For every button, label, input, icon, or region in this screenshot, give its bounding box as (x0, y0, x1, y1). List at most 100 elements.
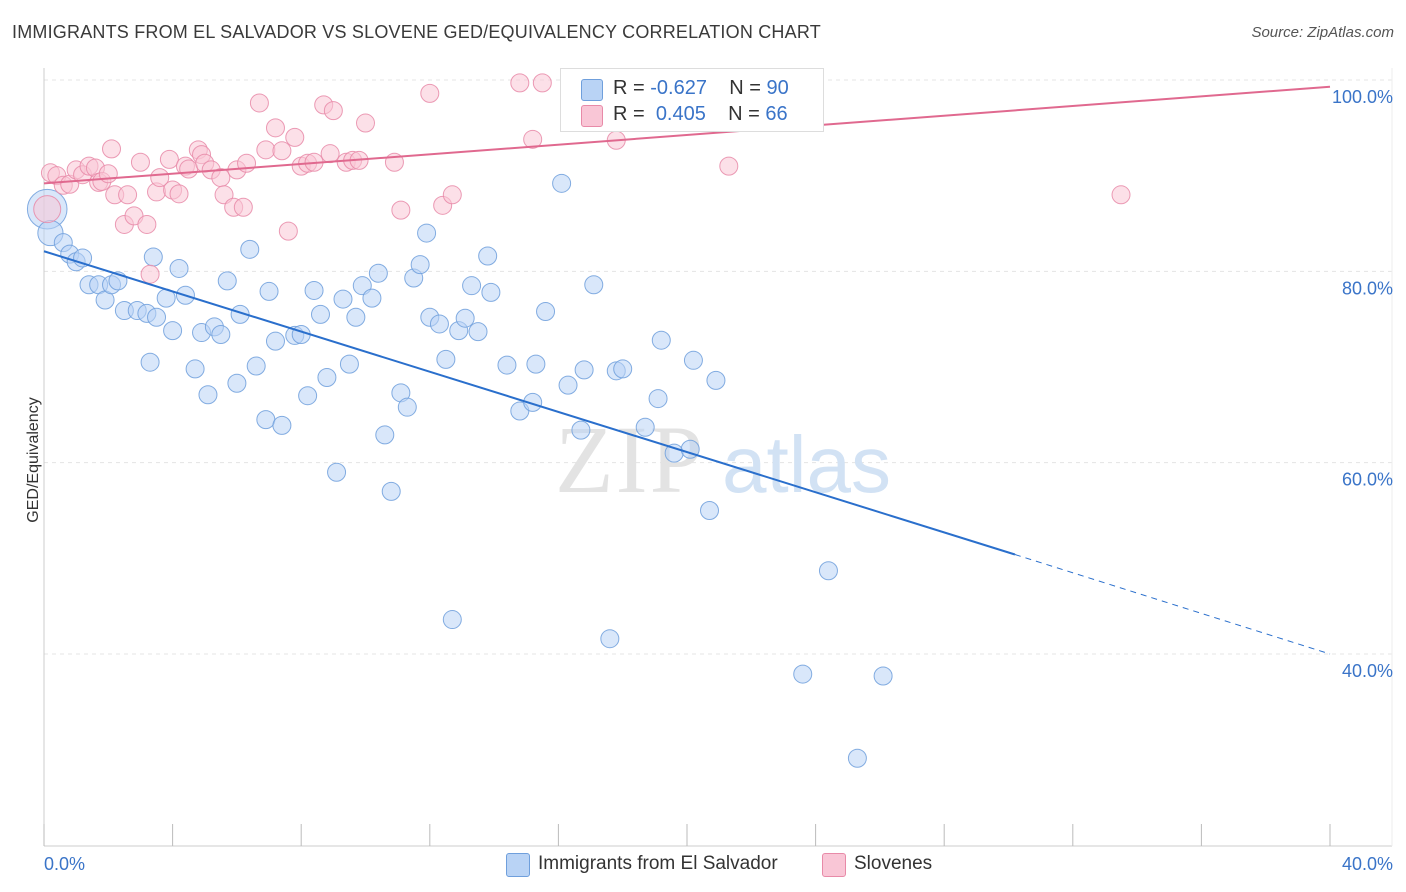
trend-line-blue (43, 250, 1016, 556)
data-point-blue-53 (410, 255, 430, 275)
data-point-pink-35 (233, 197, 253, 217)
data-point-blue-37 (298, 386, 318, 406)
data-point-blue-41 (327, 462, 347, 482)
data-point-pink-41 (278, 221, 298, 241)
trend-line-blue-extension (1014, 554, 1331, 655)
chart-title: IMMIGRANTS FROM EL SALVADOR VS SLOVENE G… (12, 22, 821, 42)
data-point-pink-37 (249, 93, 269, 113)
data-point-blue-64 (481, 282, 501, 302)
data-point-blue-71 (558, 375, 578, 395)
data-point-pink-48 (323, 101, 343, 121)
data-point-pink-60 (532, 73, 552, 93)
data-point-blue-83 (683, 350, 703, 370)
tick-labels: 40.0% 60.0% 80.0% 100.0% 0.0% 40.0% (44, 87, 1393, 874)
data-point-pink-42 (285, 127, 305, 147)
data-point-blue-23 (198, 385, 218, 405)
data-point-blue-47 (368, 263, 388, 283)
data-point-pink-58 (510, 73, 530, 93)
data-point-pink-0 (33, 195, 62, 224)
data-point-blue-49 (381, 481, 401, 501)
data-point-blue-21 (185, 359, 205, 379)
data-point-blue-54 (417, 223, 437, 243)
legend-swatch-pink (581, 105, 603, 127)
data-point-blue-26 (217, 271, 237, 291)
data-point-pink-11 (98, 164, 118, 184)
data-point-blue-75 (600, 629, 620, 649)
source-label: Source: ZipAtlas.com (1251, 24, 1394, 41)
data-point-blue-42 (333, 289, 353, 309)
data-point-blue-31 (256, 410, 276, 430)
legend-label-blue: Immigrants from El Salvador (538, 853, 778, 874)
data-point-blue-87 (818, 561, 838, 581)
data-point-blue-70 (552, 173, 572, 193)
data-point-blue-27 (227, 373, 247, 393)
data-point-pink-26 (179, 159, 199, 179)
data-point-pink-15 (118, 185, 138, 205)
data-point-blue-84 (700, 501, 720, 520)
data-point-blue-33 (272, 415, 292, 435)
data-point-blue-18 (163, 321, 183, 341)
data-point-blue-77 (613, 359, 633, 379)
data-point-blue-34 (265, 331, 285, 351)
data-point-blue-85 (706, 370, 726, 390)
legend-n-label: N = (728, 103, 760, 125)
data-point-blue-89 (873, 666, 893, 686)
data-point-blue-60 (455, 308, 475, 328)
data-point-pink-62 (719, 156, 739, 176)
data-point-pink-18 (137, 214, 157, 234)
data-point-blue-58 (442, 610, 462, 630)
y-tick-label-2: 80.0% (1342, 278, 1393, 298)
data-point-blue-78 (635, 417, 655, 437)
data-point-blue-46 (362, 288, 382, 308)
y-tick-label-0: 40.0% (1342, 661, 1393, 681)
data-point-blue-61 (462, 276, 482, 296)
trend-line-pink (43, 85, 1331, 185)
data-point-pink-21 (150, 168, 170, 188)
data-point-blue-57 (436, 349, 456, 369)
gridlines (44, 79, 1392, 655)
legend-label-pink: Slovenes (854, 853, 933, 874)
data-point-blue-63 (478, 246, 498, 266)
data-point-pink-40 (272, 141, 292, 161)
legend-r-value-pink: 0.405 (655, 103, 706, 125)
y-tick-label-3: 100.0% (1332, 87, 1393, 107)
data-point-blue-32 (259, 281, 279, 301)
data-point-pink-22 (159, 149, 179, 169)
x-tick-label-0: 0.0% (44, 854, 85, 874)
data-point-pink-19 (140, 264, 160, 284)
data-point-blue-86 (793, 664, 813, 684)
data-point-pink-59 (523, 129, 543, 149)
data-point-blue-15 (143, 247, 163, 267)
data-point-blue-65 (497, 355, 517, 375)
data-point-blue-69 (536, 302, 556, 322)
data-point-blue-25 (211, 324, 231, 344)
data-point-pink-38 (256, 140, 276, 160)
data-point-pink-17 (130, 152, 150, 172)
x-tick-label-1: 40.0% (1342, 854, 1393, 874)
data-point-blue-29 (240, 239, 260, 259)
data-point-blue-67 (523, 392, 543, 412)
data-point-blue-39 (310, 304, 330, 324)
data-point-blue-17 (140, 352, 160, 372)
data-point-pink-55 (420, 83, 440, 103)
data-point-blue-43 (339, 354, 359, 374)
data-point-blue-68 (526, 354, 546, 374)
data-point-pink-57 (442, 185, 462, 205)
data-point-pink-39 (265, 118, 285, 138)
data-point-pink-52 (356, 113, 375, 133)
data-point-blue-44 (346, 307, 366, 327)
legend-r-label: R = (613, 77, 645, 99)
data-point-blue-30 (246, 356, 266, 376)
data-point-blue-88 (847, 748, 867, 768)
legend-swatch-blue (581, 79, 603, 101)
watermark-atlas: atlas (722, 420, 891, 509)
legend-text-blue: R = -0.627 N = 90 (613, 77, 789, 100)
y-tick-label-1: 60.0% (1342, 470, 1393, 490)
data-point-pink-47 (320, 144, 340, 164)
data-point-blue-56 (429, 314, 449, 334)
data-point-blue-51 (397, 397, 417, 417)
legend-text-pink: R = 0.405 N = 66 (613, 103, 788, 126)
legend-r-value-blue: -0.627 (650, 77, 707, 99)
data-point-pink-63 (1111, 185, 1131, 205)
